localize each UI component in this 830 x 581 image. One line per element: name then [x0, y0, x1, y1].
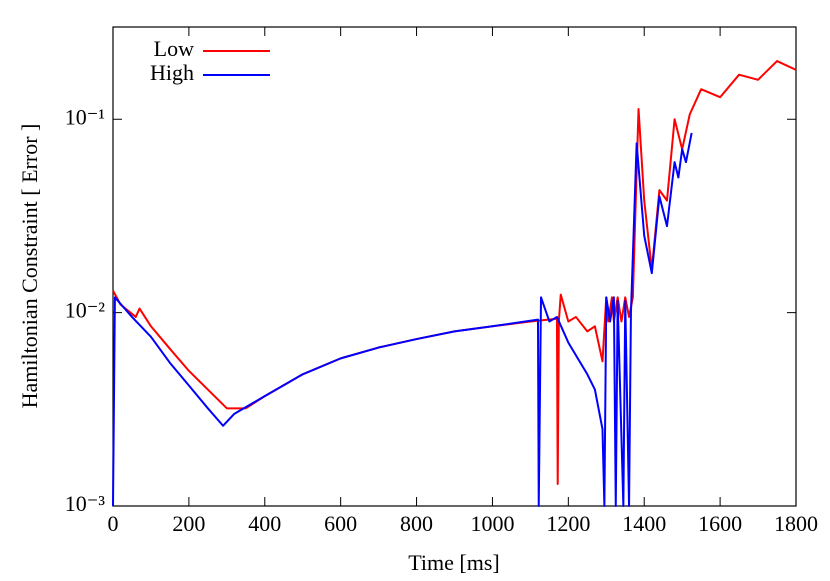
x-tick-label: 200 — [172, 511, 205, 536]
x-axis-label: Time [ms] — [408, 550, 499, 575]
y-tick-label: 10⁻¹ — [65, 104, 105, 129]
y-tick-label: 10⁻³ — [65, 491, 106, 516]
x-tick-label: 800 — [400, 511, 433, 536]
data-line — [112, 132, 693, 507]
x-tick-label: 1600 — [698, 511, 742, 536]
x-tick-label: 1800 — [774, 511, 818, 536]
y-tick-label: 10⁻² — [65, 298, 106, 323]
x-tick-label: 1200 — [546, 511, 590, 536]
legend-label: High — [150, 60, 194, 85]
x-tick-label: 0 — [108, 511, 119, 536]
x-tick-label: 400 — [248, 511, 281, 536]
data-line — [112, 60, 797, 485]
x-tick-label: 600 — [324, 511, 357, 536]
legend-label: Low — [154, 36, 194, 61]
y-axis-label: Hamiltonian Constraint [ Error ] — [17, 124, 42, 409]
x-tick-label: 1400 — [622, 511, 666, 536]
plot-frame — [112, 26, 797, 507]
x-tick-label: 1000 — [470, 511, 514, 536]
